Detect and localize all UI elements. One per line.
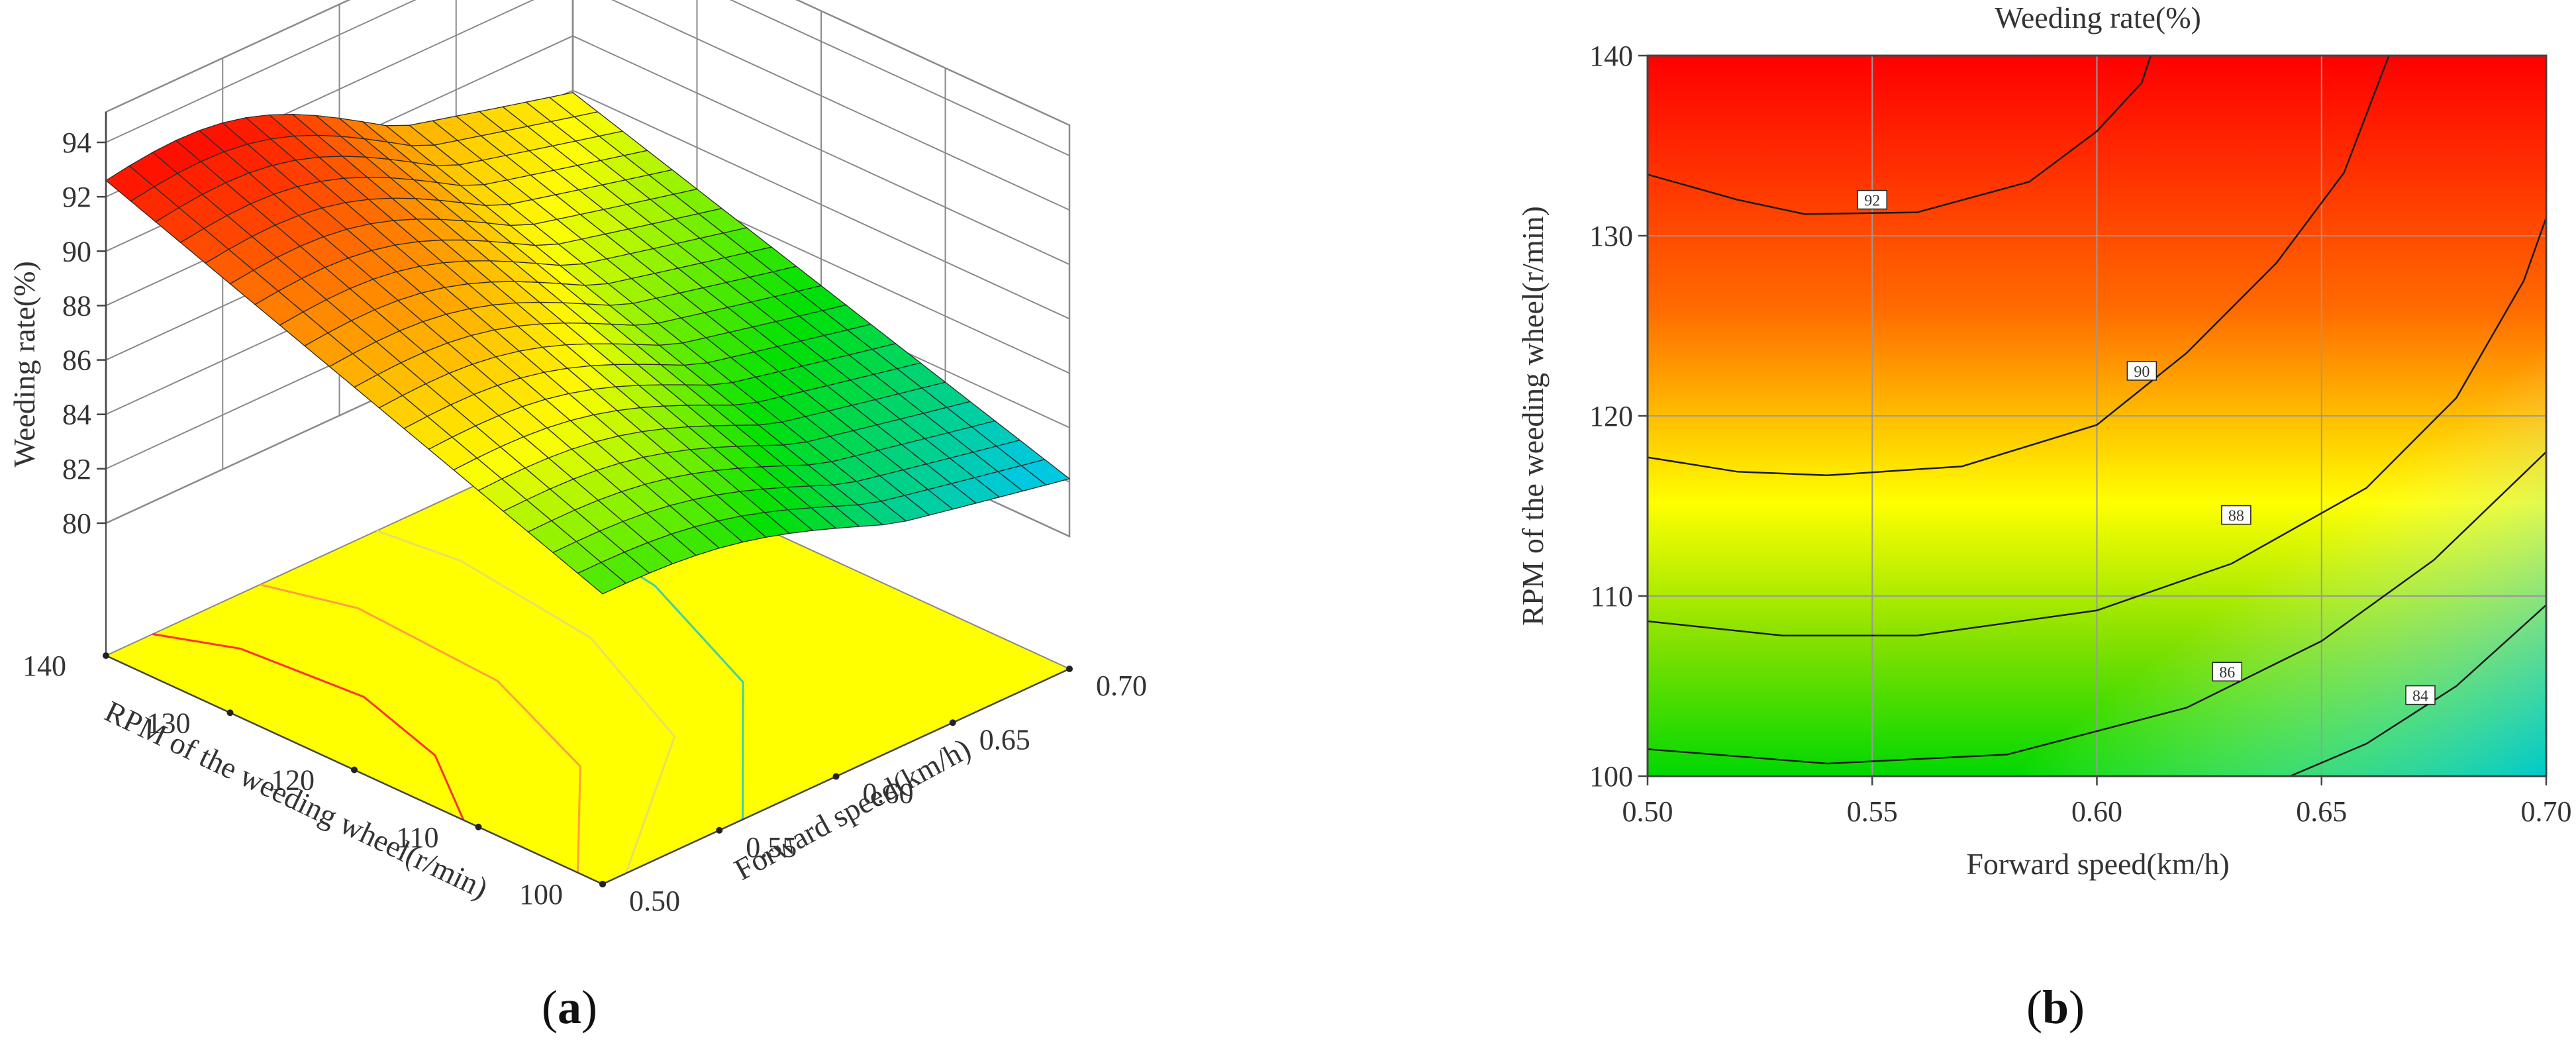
contour-y-tick-label: 130 bbox=[1589, 220, 1633, 252]
contour-label-box bbox=[2126, 361, 2157, 381]
contour-label: 88 bbox=[2228, 508, 2244, 525]
surface-facet bbox=[548, 92, 599, 117]
z-tick-label: 80 bbox=[62, 507, 91, 540]
contour-label: 92 bbox=[1864, 193, 1880, 210]
x-tick bbox=[716, 826, 723, 834]
contour-label: 86 bbox=[2219, 664, 2235, 681]
z-axis-label: Weeding rate(%) bbox=[7, 261, 41, 468]
contour-line bbox=[2289, 604, 2546, 776]
contour-label-box bbox=[1857, 189, 1887, 210]
z-tick-label: 88 bbox=[62, 289, 91, 322]
tick-labels-3d: 80 82 84 86 88 90 92 94 140 130 120 110 100 0.50 0.55 0… bbox=[23, 126, 1147, 917]
contour-level-labels: 92 90 88 86 84 bbox=[1857, 189, 2436, 705]
z-tick-label: 94 bbox=[62, 126, 91, 159]
x-tick bbox=[949, 719, 956, 726]
x-tick-label: 0.65 bbox=[979, 723, 1030, 756]
contour-line bbox=[1648, 56, 2390, 477]
response-surface bbox=[105, 92, 1071, 595]
contour-tick-labels: 0.50 0.55 0.60 0.65 0.70 100 110 120 130 140 bbox=[1589, 40, 2572, 828]
contour-line bbox=[1648, 56, 2152, 215]
contour-y-axis-label: RPM of the weeding wheel(r/min) bbox=[1516, 206, 1550, 626]
x-tick bbox=[832, 773, 840, 780]
contour-label: 90 bbox=[2134, 364, 2150, 381]
x-tick-label: 0.60 bbox=[863, 777, 914, 810]
z-tick-label: 84 bbox=[62, 399, 91, 431]
contour-y-tick-label: 100 bbox=[1589, 760, 1633, 793]
y-tick-label: 100 bbox=[519, 878, 563, 911]
y-tick bbox=[103, 652, 109, 659]
contour-x-tick-label: 0.50 bbox=[1622, 795, 1673, 828]
contour-lines bbox=[1648, 56, 2546, 776]
contour-line bbox=[1648, 451, 2546, 765]
y-tick-label: 130 bbox=[147, 707, 191, 739]
contour-x-tick-label: 0.65 bbox=[2296, 795, 2347, 828]
caption-b: (b) bbox=[2026, 981, 2085, 1034]
floor-contour-line bbox=[376, 530, 676, 874]
floor-contour-line bbox=[152, 633, 465, 821]
y-tick bbox=[351, 766, 358, 773]
z-tick-label: 90 bbox=[62, 235, 91, 268]
x-tick-label: 0.55 bbox=[746, 831, 797, 864]
caption-a: (a) bbox=[542, 981, 597, 1034]
y-tick-label: 120 bbox=[271, 764, 315, 797]
x-tick bbox=[1066, 666, 1073, 672]
panel-a-surface-plot: 80 82 84 86 88 90 92 94 140 130 120 110 100 0.50 0.55 0… bbox=[7, 0, 1147, 917]
contour-y-tick-label: 120 bbox=[1589, 400, 1633, 432]
x-tick-label: 0.50 bbox=[629, 885, 680, 917]
contour-x-tick-label: 0.70 bbox=[2521, 795, 2572, 828]
z-tick-label: 92 bbox=[62, 181, 91, 213]
contour-label: 84 bbox=[2412, 688, 2428, 705]
contour-label-box bbox=[2212, 662, 2243, 681]
contour-x-axis-label: Forward speed(km/h) bbox=[1966, 847, 2229, 881]
contour-label-box bbox=[2405, 685, 2436, 705]
x-tick-label: 0.70 bbox=[1096, 670, 1147, 702]
y-tick bbox=[226, 709, 234, 717]
floor-contour-line bbox=[260, 583, 581, 873]
contour-grid bbox=[1648, 56, 2546, 776]
x-tick bbox=[599, 881, 606, 887]
contour-y-tick-label: 110 bbox=[1591, 580, 1633, 613]
contour-y-tick-label: 140 bbox=[1589, 40, 1633, 72]
contour-title: Weeding rate(%) bbox=[1995, 1, 2201, 34]
y-tick-label: 110 bbox=[396, 821, 438, 854]
wall-z-gridline bbox=[105, 0, 1070, 156]
contour-label-box bbox=[2221, 505, 2252, 525]
z-tick-label: 82 bbox=[62, 453, 91, 485]
contour-x-tick-label: 0.60 bbox=[2071, 795, 2122, 828]
z-tick-label: 86 bbox=[62, 344, 91, 377]
y-tick-label: 140 bbox=[23, 650, 66, 682]
contour-x-tick-label: 0.55 bbox=[1847, 795, 1898, 828]
contour-line bbox=[1648, 217, 2546, 637]
y-tick bbox=[475, 823, 482, 830]
